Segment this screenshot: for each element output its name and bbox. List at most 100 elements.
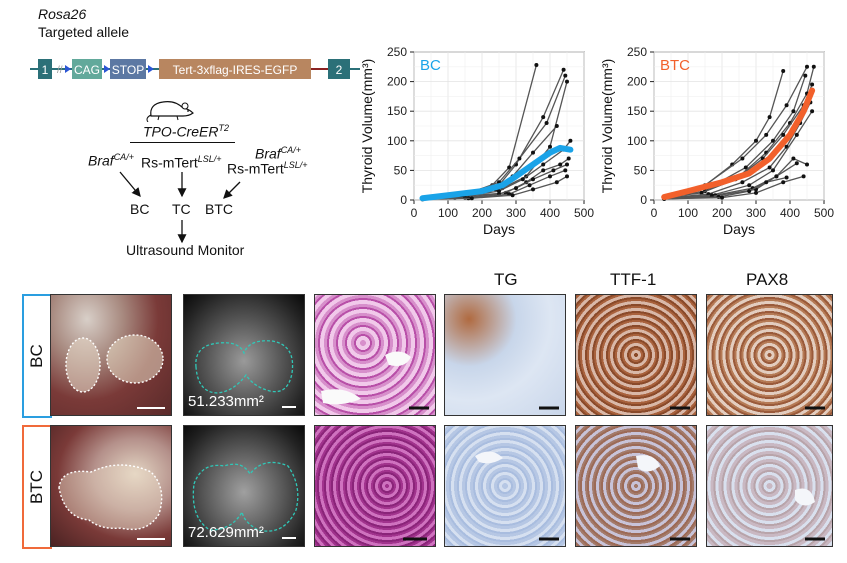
group-bc: BC: [130, 201, 150, 217]
bc-series-point: [497, 189, 501, 194]
pax8-ihc-image-btc: [706, 425, 833, 547]
bc-series-point: [541, 115, 546, 120]
middle-allele: Rs-mTertLSL/+: [141, 154, 222, 171]
btc-x-tick-label: 200: [712, 206, 732, 220]
btc-y-tick-label: 100: [627, 134, 647, 148]
ultrasound-image-bc: 51.233mm²: [183, 294, 305, 416]
left-allele: BrafCA/+: [88, 152, 134, 169]
thyroid-outline: [195, 340, 294, 394]
row-label-bc: BC: [27, 344, 46, 368]
btc-series-point: [791, 109, 796, 114]
bc-series-point: [469, 196, 474, 201]
bc-series-point: [510, 193, 515, 198]
bc-series-point: [531, 150, 535, 155]
thyroid-outline: [58, 464, 163, 531]
construct-exon-1-label: 1: [42, 63, 49, 77]
construct-exon-2: [328, 59, 350, 79]
bc-trend-line: [419, 144, 574, 202]
scheme-arrows: [119, 171, 241, 244]
bc-x-axis-label: Days: [483, 221, 515, 237]
btc-series-point: [794, 161, 799, 166]
btc-series-point: [794, 132, 799, 137]
middle-allele-name: Rs-mTert: [141, 154, 198, 171]
right-allele-2-name: Rs-mTert: [227, 160, 284, 177]
btc-y-tick-label: 200: [627, 75, 647, 89]
ultrasound-area-btc: 72.629mm²: [188, 524, 264, 541]
thyroid-outline: [192, 461, 299, 532]
bc-x-tick-label: 300: [506, 206, 526, 220]
bc-x-tick-label: 100: [438, 206, 458, 220]
bc-series-point: [558, 162, 563, 167]
left-allele-name: Braf: [88, 152, 114, 169]
lumen-space: [795, 488, 815, 506]
bc-series-point: [527, 183, 532, 188]
row-label-box-btc: BTC: [22, 425, 52, 549]
bc-series-point: [565, 162, 569, 167]
btc-series-point: [747, 189, 752, 194]
bc-series-point: [520, 177, 525, 182]
bc-chart-title: BC: [420, 57, 441, 74]
ultrasound-area-bc: 51.233mm²: [188, 393, 264, 410]
bc-y-tick-label: 250: [387, 45, 407, 59]
stroma-gap: [321, 389, 361, 405]
group-btc: BTC: [205, 201, 233, 217]
bc-series-point: [565, 79, 569, 84]
bc-series-point: [561, 67, 566, 72]
btc-x-tick-label: 0: [651, 206, 658, 220]
he-stain-image-bc: [314, 294, 436, 416]
construct-exon-1: [38, 59, 52, 79]
bc-x-tick-label: 200: [472, 206, 492, 220]
ttf1-ihc-image-btc: [575, 425, 697, 547]
construct-tert: [159, 59, 311, 79]
pax8-ihc-image-bc: [706, 294, 833, 416]
column-header-tg: TG: [494, 270, 518, 289]
right-allele-1-sup: CA/+: [280, 145, 301, 155]
loxp-icon: [104, 65, 110, 73]
btc-series-point: [767, 115, 772, 120]
btc-series-point: [803, 73, 808, 78]
middle-allele-sup: LSL/+: [197, 154, 222, 164]
gross-thyroid-photo-bc: [50, 294, 172, 416]
right-allele-1-name: Braf: [255, 145, 281, 162]
btc-growth-chart: 0 100 200 300 400 500 0 50 100 150 200 250 BTC Days Th…: [599, 45, 834, 237]
btc-series-point: [720, 195, 724, 200]
btc-series-point: [754, 138, 758, 143]
driver-allele-name: TPO-CreER: [143, 123, 219, 140]
btc-x-tick-label: 300: [746, 206, 766, 220]
construct-break-mark: //: [57, 65, 63, 76]
row-label-btc: BTC: [27, 470, 46, 504]
rosa26-construct-diagram: 1 // CAG STOP Tert-3xflag-IRES-EGFP 2: [30, 59, 360, 79]
btc-x-axis-label: Days: [723, 221, 755, 237]
left-allele-sup: CA/+: [113, 152, 134, 162]
tg-ihc-image-bc: [444, 294, 566, 416]
arrow-to-btc: [223, 181, 241, 199]
btc-x-tick-label: 400: [780, 206, 800, 220]
btc-series-point: [743, 165, 748, 170]
btc-series-point: [784, 175, 789, 180]
bc-series-point: [541, 162, 546, 167]
btc-y-tick-label: 150: [627, 104, 647, 118]
bc-series-point: [551, 168, 556, 173]
bc-series-point: [568, 138, 573, 143]
btc-series-point: [791, 156, 796, 161]
btc-series-point: [740, 180, 745, 185]
bc-series-point: [531, 187, 535, 192]
mouse-icon: [146, 101, 194, 122]
btc-y-tick-label: 250: [627, 45, 647, 59]
btc-series-point: [740, 156, 745, 161]
lumen-space: [636, 455, 660, 472]
thyroid-lobe-outline: [65, 337, 101, 393]
bc-series-point: [517, 156, 522, 161]
btc-y-axis-label: Thyroid Volume(mm³): [599, 59, 615, 194]
construct-locus: Rosa26: [38, 6, 87, 22]
bc-y-tick-label: 50: [394, 163, 408, 177]
gross-thyroid-photo-btc: [50, 425, 172, 547]
bc-series-point: [541, 168, 546, 173]
btc-series-point: [781, 68, 786, 73]
construct-cag: [72, 59, 102, 79]
btc-y-tick-label: 0: [640, 193, 647, 207]
bc-series-point: [548, 174, 552, 179]
construct-exon-2-label: 2: [336, 63, 343, 77]
btc-series-point: [805, 64, 809, 69]
btc-series-point: [754, 190, 758, 195]
